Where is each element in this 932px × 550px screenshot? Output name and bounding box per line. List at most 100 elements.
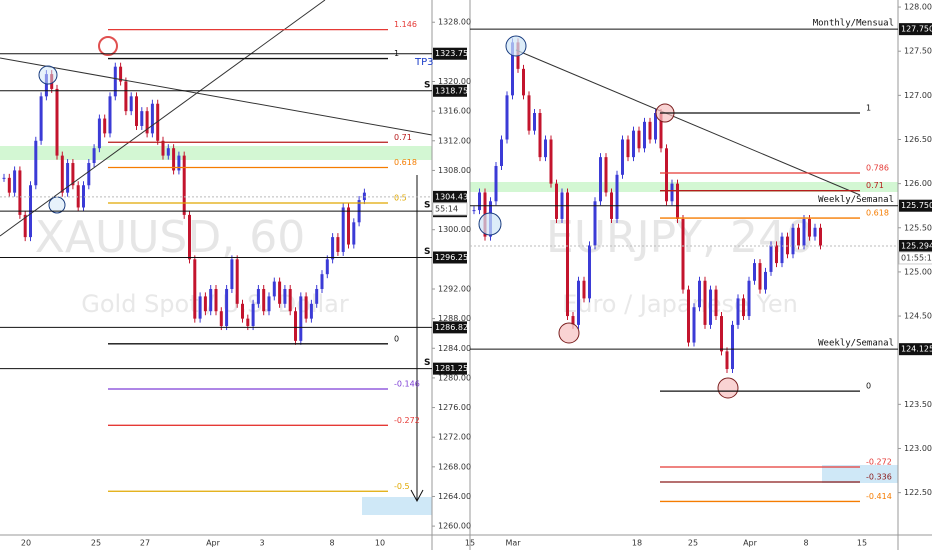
candle	[341, 207, 345, 252]
y-tick-label: 1320.00	[438, 77, 471, 86]
candle	[124, 81, 128, 112]
last-price: 1304.43	[435, 192, 468, 201]
candle	[632, 130, 635, 158]
price-box	[433, 47, 467, 60]
watermark: Euro / Japanese Yen	[562, 290, 798, 318]
target-box	[822, 465, 898, 483]
candle	[230, 259, 234, 289]
y-tick-label: 125.000	[904, 267, 932, 276]
candle	[225, 288, 229, 327]
candle	[478, 192, 481, 211]
candle	[621, 139, 624, 175]
candle	[797, 227, 800, 246]
candle	[108, 96, 112, 134]
candle	[494, 165, 498, 202]
candle	[615, 174, 619, 219]
fib-label: 0.71	[394, 133, 412, 142]
candle	[23, 214, 27, 238]
y-tick-label: 1316.00	[438, 107, 471, 116]
y-tick-label: 1276.00	[438, 403, 471, 412]
candle	[55, 88, 59, 156]
candle	[166, 148, 170, 156]
candle	[775, 245, 778, 264]
candle	[92, 148, 96, 164]
x-tick-label: 20	[21, 539, 31, 548]
candle	[283, 288, 287, 304]
candle	[544, 139, 547, 158]
candle	[140, 111, 144, 126]
y-tick-label: 127.000	[904, 91, 932, 100]
y-tick-label: 1272.00	[438, 433, 471, 442]
marks	[2, 38, 822, 374]
candle	[703, 280, 707, 325]
x-tick-label: 25	[688, 539, 698, 548]
price-box	[433, 251, 467, 264]
candle	[193, 259, 197, 319]
price-box	[899, 343, 932, 356]
candle	[288, 288, 292, 312]
candle	[262, 288, 266, 312]
candle	[309, 303, 313, 319]
candle	[362, 192, 366, 201]
candle	[769, 245, 773, 272]
timer-box	[898, 251, 932, 265]
circle	[98, 36, 118, 56]
y-tick-label: 1312.00	[438, 136, 471, 145]
candle	[304, 296, 308, 319]
x-tick-label: 18	[632, 539, 642, 548]
y-tick-label: 123.500	[904, 400, 932, 409]
candle	[753, 263, 756, 281]
candle	[533, 113, 536, 131]
x-tick-label: 8	[329, 539, 334, 548]
candle	[18, 170, 22, 215]
candle	[698, 280, 701, 308]
candle	[119, 66, 123, 82]
price-label: 127.750	[901, 25, 932, 34]
level-tag: S	[424, 80, 430, 90]
fib-label: 0.71	[866, 181, 884, 190]
candle	[538, 113, 542, 158]
watermark: XAUUSD, 60	[35, 212, 305, 263]
candle	[219, 311, 223, 327]
candle	[588, 245, 591, 299]
candle	[347, 207, 350, 245]
candle	[747, 280, 751, 317]
price-label: 1296.25	[435, 253, 468, 262]
trend-line	[0, 0, 326, 237]
candle	[44, 74, 48, 97]
circle	[38, 65, 58, 85]
candle	[39, 96, 43, 141]
x-tick-label: 15	[857, 539, 867, 548]
candle	[60, 155, 64, 193]
candle	[336, 237, 340, 252]
candle	[599, 157, 602, 202]
y-tick-label: 126.500	[904, 135, 932, 144]
candle	[555, 183, 558, 219]
fib-label: -0.336	[866, 473, 892, 482]
y-tick-label: 1292.00	[438, 284, 471, 293]
y-tick-label: 128.000	[904, 3, 932, 12]
price-label: 125.750	[901, 201, 932, 210]
price-box	[433, 84, 467, 97]
x-tick-label: Mar	[505, 539, 521, 548]
candle	[659, 113, 663, 149]
candle	[278, 281, 282, 304]
fib-label: -0.146	[394, 380, 420, 389]
trend-line	[515, 49, 861, 196]
candle	[676, 183, 679, 219]
fib-label: 0	[866, 382, 871, 391]
x-tick-label: 10	[375, 539, 385, 548]
candle	[267, 296, 271, 312]
candle	[577, 280, 580, 325]
y-tick-label: 127.500	[904, 47, 932, 56]
price-label: 1286.82	[435, 323, 468, 332]
candle	[720, 316, 723, 352]
candle	[113, 66, 117, 97]
candle	[2, 177, 6, 179]
price-label: 1281.25	[435, 364, 468, 373]
candle	[714, 289, 718, 317]
candle	[637, 130, 641, 149]
circle	[48, 196, 66, 214]
candle	[182, 155, 186, 215]
candle	[235, 259, 239, 304]
